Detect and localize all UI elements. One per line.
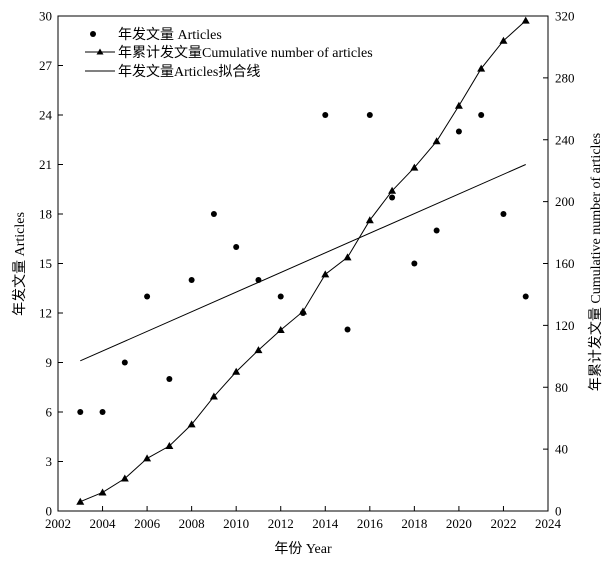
articles-point [478, 112, 485, 118]
left-y-tick-label: 9 [46, 355, 53, 370]
legend-marker-cumulative [96, 48, 104, 55]
articles-point [433, 227, 440, 234]
cumulative-point [98, 488, 107, 496]
left-y-tick-label: 3 [46, 454, 53, 469]
fit-line [80, 164, 526, 362]
cumulative-point [120, 474, 129, 482]
articles-point [411, 260, 418, 267]
right-y-tick-label: 0 [555, 504, 562, 519]
cumulative-point [321, 270, 330, 278]
articles-point [121, 359, 128, 366]
right-y-tick-label: 120 [555, 318, 575, 333]
left-y-tick-label: 27 [39, 58, 53, 73]
cumulative-point [187, 420, 196, 428]
articles-point [455, 128, 462, 135]
cumulative-point [388, 186, 397, 194]
left-y-axis-title: 年发文量 Articles [12, 212, 28, 316]
cumulative-point [477, 64, 486, 72]
right-y-tick-label: 240 [555, 132, 575, 147]
articles-point [233, 244, 240, 250]
right-y-tick-label: 40 [555, 442, 568, 457]
x-tick-label: 2002 [45, 516, 71, 531]
cumulative-point [76, 497, 85, 505]
left-y-tick-label: 0 [46, 504, 53, 519]
series-layer [76, 16, 530, 505]
articles-point [500, 211, 507, 217]
x-tick-label: 2010 [223, 516, 249, 531]
cumulative-point [254, 346, 263, 354]
legend-label-fit: 年发文量Articles拟合线 [118, 64, 260, 80]
x-axis-title: 年份 Year [274, 541, 332, 557]
articles-point [188, 277, 195, 283]
articles-point [210, 211, 217, 217]
left-y-tick-label: 21 [39, 157, 52, 172]
articles-point [366, 112, 373, 118]
x-tick-label: 2004 [90, 516, 117, 531]
left-y-tick-label: 6 [46, 405, 53, 420]
plot-frame [57, 15, 549, 512]
cumulative-line [80, 20, 527, 503]
articles-point [99, 409, 106, 415]
legend: 年发文量 Articles 年累计发文量Cumulative number of… [85, 27, 373, 80]
cumulative-point [410, 163, 419, 171]
articles-point [144, 293, 151, 300]
left-y-tick-label: 18 [39, 207, 52, 222]
cumulative-point [232, 367, 241, 375]
cumulative-point [432, 137, 441, 145]
legend-marker-articles [90, 31, 96, 37]
x-tick-label: 2006 [134, 516, 161, 531]
x-tick-label: 2024 [535, 516, 562, 531]
right-y-tick-label: 160 [555, 256, 575, 271]
right-y-tick-label: 280 [555, 70, 575, 85]
articles-point [344, 326, 351, 333]
left-y-tick-label: 12 [39, 306, 52, 321]
cumulative-point [165, 442, 174, 450]
cumulative-point [521, 16, 530, 24]
right-y-axis-ticks: 0 40 80 120 160 200 240 280 320 [543, 9, 575, 519]
x-tick-label: 2014 [312, 516, 339, 531]
x-tick-label: 2018 [401, 516, 427, 531]
cumulative-point [299, 307, 307, 315]
cumulative-point [143, 454, 152, 462]
cumulative-point [276, 326, 285, 334]
x-axis-ticks: 2002 2004 2006 2008 2010 2012 2014 2016 2018 2020… [45, 506, 562, 531]
right-y-tick-label: 320 [555, 9, 575, 24]
cumulative-point [454, 101, 463, 109]
right-y-tick-label: 200 [555, 194, 575, 209]
legend-label-articles: 年发文量 Articles [118, 27, 222, 43]
articles-point [322, 112, 329, 118]
cumulative-point [499, 36, 508, 44]
x-tick-label: 2020 [446, 516, 472, 531]
articles-point [77, 409, 84, 415]
left-y-tick-label: 15 [39, 256, 52, 271]
articles-point [277, 293, 284, 300]
x-tick-label: 2008 [179, 516, 205, 531]
x-tick-label: 2016 [357, 516, 384, 531]
left-y-axis-ticks: 0 3 6 9 12 15 18 21 24 27 30 [39, 9, 63, 519]
cumulative-point [343, 253, 352, 261]
cumulative-point [365, 216, 374, 224]
legend-label-cumulative: 年累计发文量Cumulative number of articles [118, 45, 373, 61]
left-y-tick-label: 30 [39, 9, 52, 24]
articles-point [166, 376, 173, 382]
x-tick-label: 2012 [268, 516, 294, 531]
left-y-tick-label: 24 [39, 108, 53, 123]
x-tick-label: 2022 [490, 516, 516, 531]
right-y-tick-label: 80 [555, 380, 568, 395]
articles-point [522, 293, 529, 300]
articles-point [389, 194, 396, 201]
right-y-axis-title: 年累计发文量 Cumulative number of articles [588, 133, 603, 391]
cumulative-point [209, 392, 218, 400]
